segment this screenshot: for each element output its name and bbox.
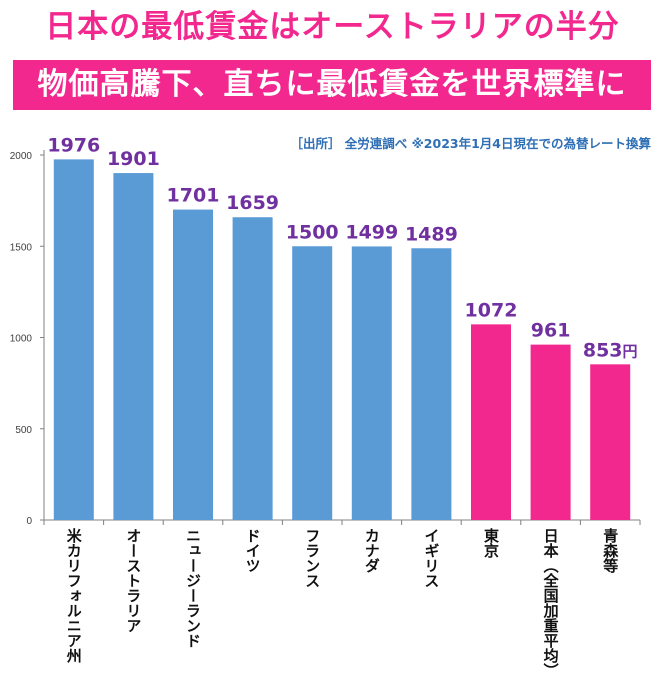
bar-3 [173,209,213,520]
value-label-2: 1901 [107,148,160,170]
bar-8 [471,324,511,520]
bar-6 [351,246,392,520]
x-category-label-10: 青森等 [601,528,620,573]
x-category-label-3: ニュージーランド [184,528,202,648]
y-tick-label: 1000 [10,334,33,345]
value-label-7: 1489 [405,223,458,245]
y-tick-label: 2000 [10,151,33,162]
bar-1 [53,159,94,520]
subtitle-banner: 物価高騰下、直ちに最低賃金を世界標準に [13,60,651,110]
value-label-4: 1659 [226,192,279,214]
bar-7 [411,248,452,520]
x-category-label-4: ドイツ [243,528,262,573]
value-label-1: 1976 [47,134,100,156]
value-label-8: 1072 [465,299,518,321]
value-label-9: 961 [531,320,571,342]
y-tick-label: 1500 [10,242,33,253]
value-label-6: 1499 [345,221,398,243]
x-category-label-6: カナダ [362,528,381,573]
value-label-3: 1701 [167,185,220,207]
bar-9 [530,344,571,520]
bar-10 [590,364,631,520]
x-category-label-8: 東京 [482,528,500,558]
bar-2 [113,173,154,520]
x-category-label-9: 日本（全国加重平均） [541,528,560,678]
x-category-label-7: イギリス [422,528,441,588]
chart-title: 日本の最低賃金はオーストラリアの半分 [45,9,620,45]
y-tick-label: 500 [15,425,32,436]
source-note: ［出所］ 全労連調べ ※2023年1月4日現在での為替レート換算 [290,136,651,151]
bar-4 [232,217,273,521]
x-category-label-5: フランス [303,528,322,588]
y-tick-label: 0 [26,516,32,527]
bar-5 [292,246,333,520]
x-category-label-2: オーストラリア [124,528,143,633]
value-label-10: 853円 [583,339,638,361]
x-category-label-1: 米カリフォルニア州 [64,528,83,663]
unit-label: 円 [623,342,638,360]
value-label-5: 1500 [286,221,339,243]
